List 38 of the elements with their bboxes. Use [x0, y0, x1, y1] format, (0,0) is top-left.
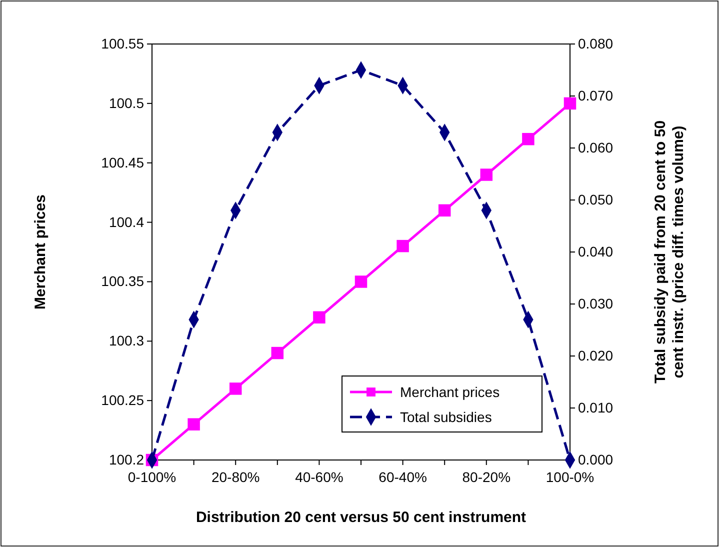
y-tick-label: 100.5 — [108, 94, 144, 111]
y2-tick-label: 0.020 — [578, 347, 614, 364]
point — [480, 168, 493, 181]
x-axis-title: Distribution 20 cent versus 50 cent instrument — [196, 509, 526, 526]
point — [522, 132, 534, 146]
y2-tick-label: 0.070 — [578, 87, 614, 104]
x-tick-label: 40-60% — [295, 469, 344, 485]
y-tick-label: 100.55 — [101, 35, 144, 52]
point — [438, 204, 451, 217]
y-tick-label: 100.45 — [101, 154, 144, 170]
point — [271, 346, 284, 360]
point — [313, 311, 326, 324]
y-axis-title: Merchant prices — [32, 194, 49, 310]
point — [564, 97, 576, 110]
x-tick-label: 100-0% — [546, 469, 594, 485]
y-tick-label: 100.25 — [101, 392, 144, 408]
point — [396, 240, 409, 252]
y-tick-label: 100.4 — [108, 214, 144, 230]
legend-label: Merchant prices — [400, 384, 500, 400]
y2-tick-label: 0.000 — [578, 451, 614, 468]
y2-tick-label: 0.030 — [578, 295, 614, 312]
y2-tick-label: 0.040 — [578, 243, 614, 260]
legend-label: Total subsidies — [400, 409, 492, 425]
y2-axis-title: Total subsidy paid from 20 cent to 50 cent instr. (price diff. times volume) — [652, 120, 687, 384]
y-tick-label: 100.3 — [108, 332, 144, 349]
x-tick-label: 20-80% — [211, 469, 260, 485]
point — [188, 418, 200, 430]
y2-tick-label: 0.080 — [578, 35, 614, 52]
point — [354, 276, 368, 288]
y2-tick-label: 0.010 — [578, 399, 614, 416]
y-tick-label: 100.35 — [101, 273, 144, 290]
x-tick-label: 80-20% — [462, 469, 511, 485]
y-tick-label: 100.2 — [108, 451, 144, 468]
x-tick-label: 60-40% — [378, 469, 427, 485]
y2-tick-label: 0.050 — [578, 191, 614, 208]
x-tick-label: 0-100% — [128, 469, 176, 485]
y2-tick-label: 0.060 — [578, 139, 614, 156]
point — [229, 382, 242, 395]
